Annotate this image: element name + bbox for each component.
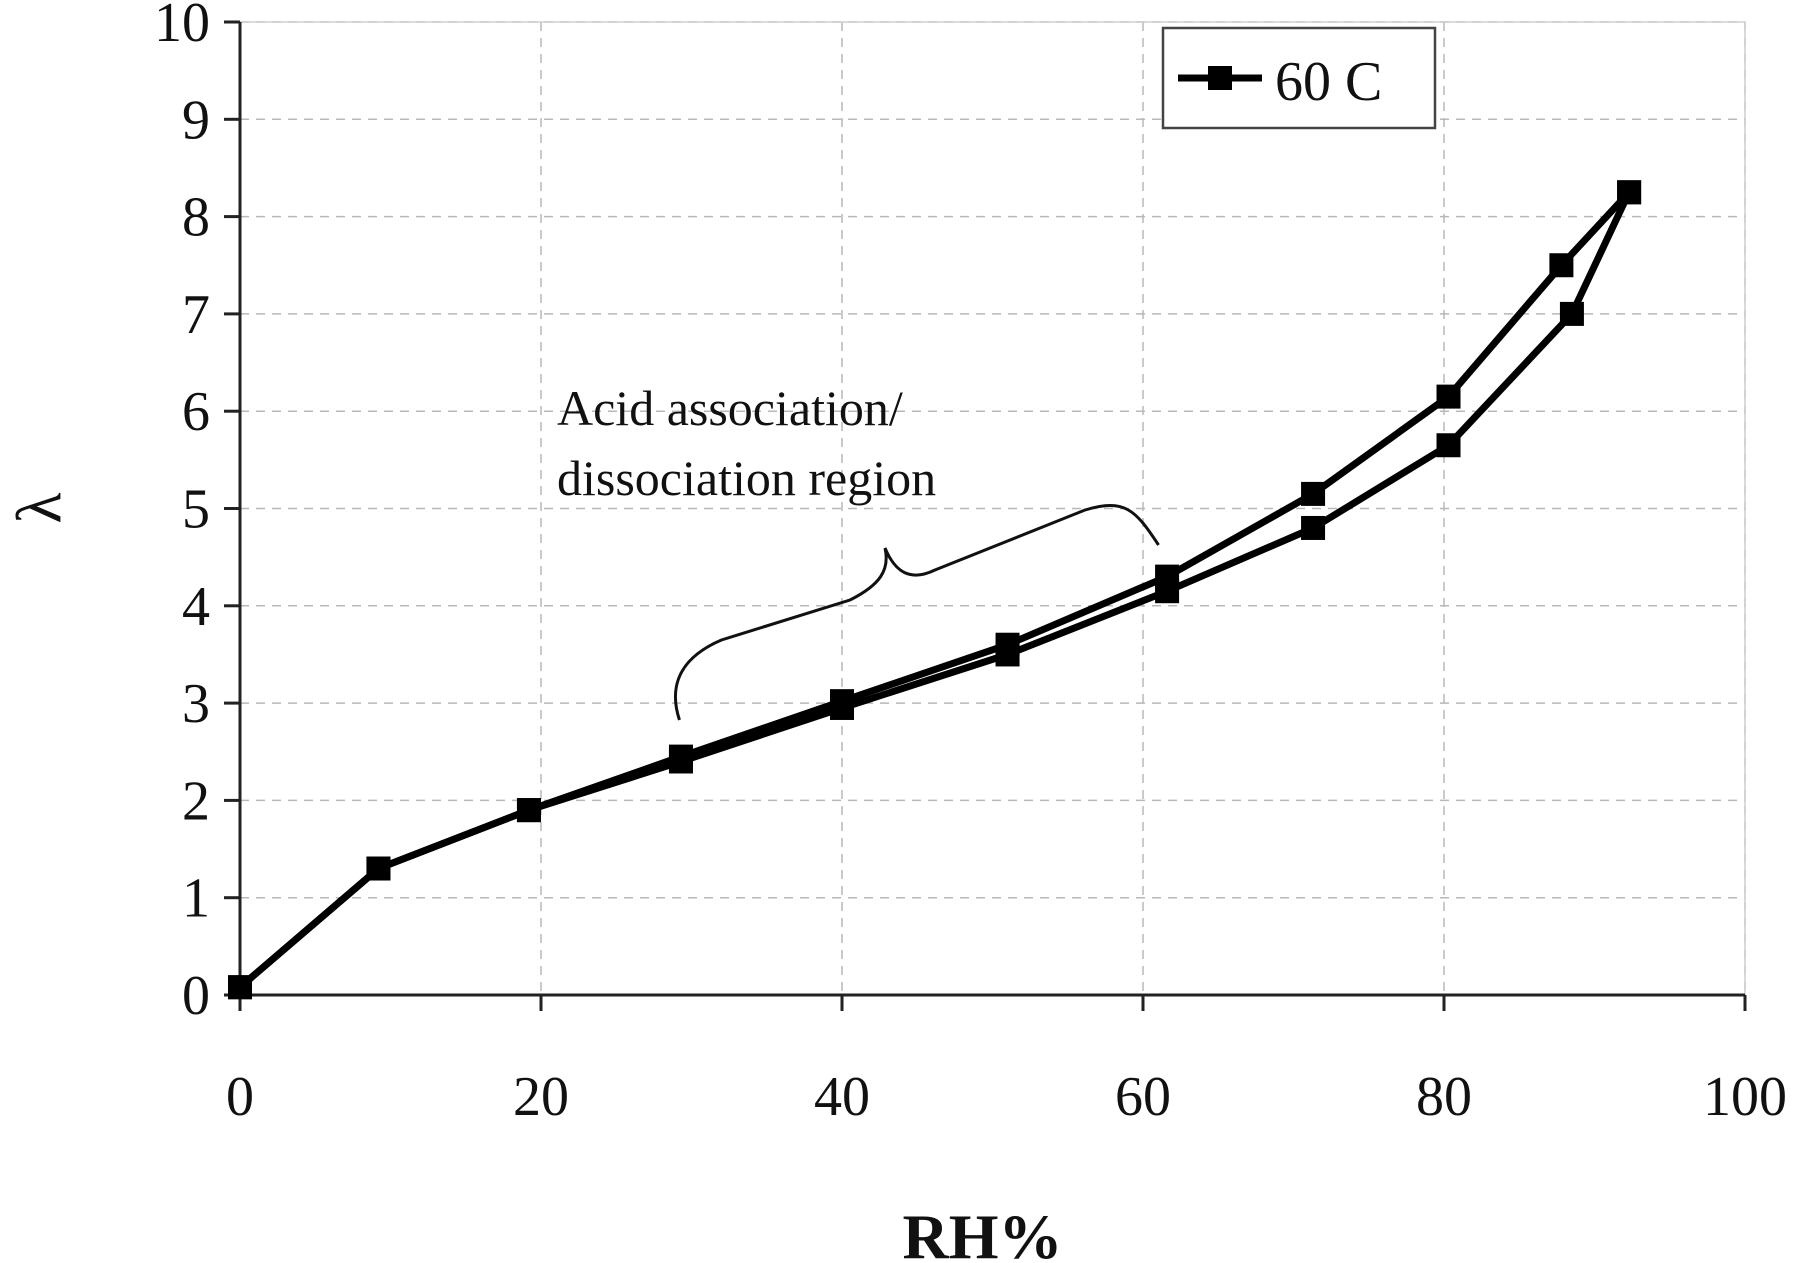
series-line-0-1 bbox=[237, 190, 1633, 990]
x-tick-label-0: 0 bbox=[226, 1066, 254, 1128]
data-point-0-1-4 bbox=[1155, 579, 1180, 604]
data-point-0-1-2 bbox=[1436, 433, 1461, 458]
annotation-brace bbox=[674, 504, 1160, 721]
data-point-0-1-3 bbox=[1301, 515, 1326, 540]
series-line-0-0 bbox=[237, 189, 1632, 990]
y-tick-label-4: 4 bbox=[182, 576, 210, 638]
y-tick-label-8: 8 bbox=[182, 187, 210, 249]
data-point-0-0-9 bbox=[1549, 253, 1574, 278]
legend: 60 C bbox=[1161, 26, 1437, 130]
x-tick-label-100: 100 bbox=[1703, 1066, 1787, 1128]
grid-lines bbox=[240, 21, 1746, 995]
axes bbox=[224, 20, 1747, 1011]
x-tick-labels: 0 20 40 60 80 100 bbox=[226, 1066, 1787, 1128]
data-point-0-1-10 bbox=[228, 975, 252, 1000]
y-tick-label-7: 7 bbox=[182, 284, 210, 346]
data-point-0-1-5 bbox=[995, 642, 1020, 667]
y-tick-labels: 0 1 2 3 4 5 6 7 8 9 10 bbox=[154, 0, 210, 1027]
annotation-layer: Acid association/ dissociation region bbox=[557, 380, 1160, 721]
data-point-0-1-6 bbox=[830, 695, 854, 720]
y-tick-label-2: 2 bbox=[182, 770, 210, 832]
legend-label: 60 C bbox=[1275, 51, 1382, 113]
x-tick-label-60: 60 bbox=[1115, 1066, 1171, 1128]
y-tick-label-1: 1 bbox=[182, 868, 210, 930]
series-layer bbox=[228, 180, 1642, 1000]
data-point-0-1-1 bbox=[1559, 301, 1584, 326]
x-axis-title: RH% bbox=[903, 1201, 1063, 1263]
annotation-line-1: Acid association/ bbox=[557, 380, 903, 436]
data-point-0-1-8 bbox=[516, 798, 541, 823]
y-tick-label-9: 9 bbox=[182, 89, 210, 151]
x-tick-label-20: 20 bbox=[513, 1066, 569, 1128]
x-tick-label-40: 40 bbox=[814, 1066, 870, 1128]
data-point-0-1-9 bbox=[366, 856, 391, 881]
x-tick-label-80: 80 bbox=[1416, 1066, 1472, 1128]
data-point-0-0-7 bbox=[1301, 481, 1326, 506]
data-point-0-1-0 bbox=[1617, 180, 1642, 205]
y-tick-label-10: 10 bbox=[154, 0, 210, 54]
y-tick-label-3: 3 bbox=[182, 673, 210, 735]
data-point-0-1-7 bbox=[668, 749, 693, 774]
y-tick-label-6: 6 bbox=[182, 381, 210, 443]
y-tick-label-5: 5 bbox=[182, 479, 210, 541]
data-point-0-0-8 bbox=[1436, 384, 1461, 409]
legend-marker-square bbox=[1208, 66, 1232, 90]
annotation-line-2: dissociation region bbox=[557, 450, 936, 506]
y-axis-title: λ bbox=[3, 492, 74, 523]
y-tick-label-0: 0 bbox=[182, 965, 210, 1027]
